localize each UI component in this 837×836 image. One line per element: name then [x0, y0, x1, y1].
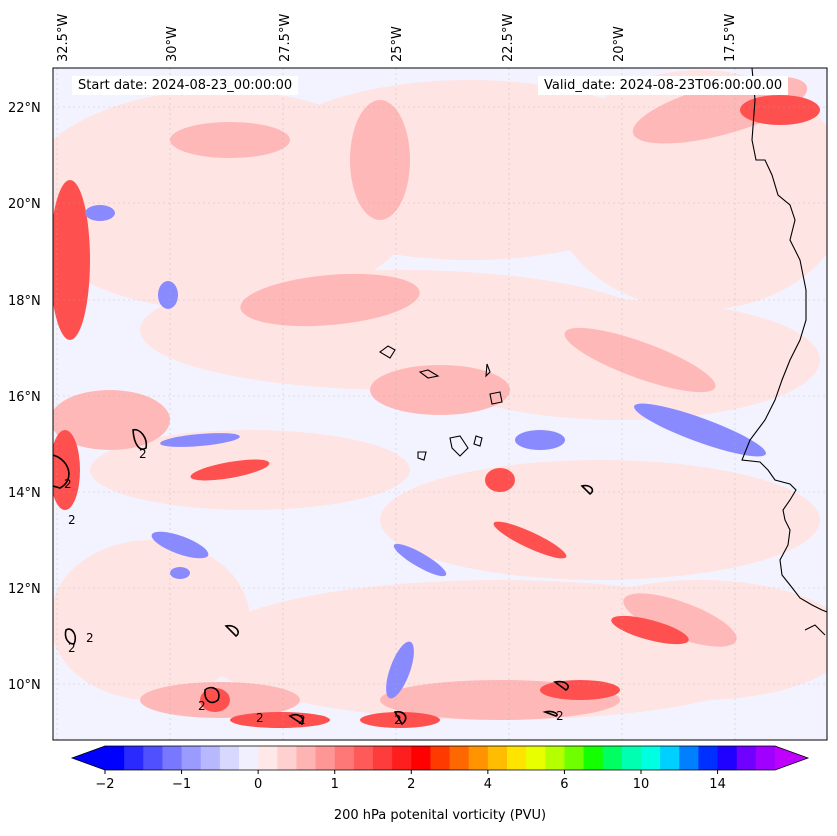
contour-label: 2 [68, 641, 76, 655]
map-plot-area: 2 2 2 2 2 2 2 2 2 2 [53, 68, 827, 740]
colorbar-swatch [507, 746, 527, 770]
lat-label-18n: 18°N [8, 294, 41, 309]
colorbar-swatch [258, 746, 278, 770]
start-date-label: Start date: 2024-08-23_00:00:00 [72, 76, 299, 95]
colorbar-swatch [392, 746, 412, 770]
colorbar-title: 200 hPa potenital vorticity (PVU) [333, 808, 547, 823]
colorbar-swatch [736, 746, 757, 770]
lat-label-12n: 12°N [8, 582, 41, 597]
colorbar-swatch [679, 746, 699, 770]
lon-label-30w: 30°W [165, 26, 180, 62]
contour-label: 2 [556, 709, 564, 723]
colorbar-swatch [373, 746, 393, 770]
colorbar-swatch [660, 746, 680, 770]
contour-label: 2 [394, 713, 402, 727]
lat-label-20n: 20°N [8, 197, 41, 212]
colorbar-swatch [449, 746, 470, 770]
colorbar-tick-label: 14 [709, 777, 726, 792]
colorbar-swatch [564, 746, 585, 770]
contour-label: 2 [298, 713, 306, 727]
colorbar-swatch [487, 746, 508, 770]
colorbar-swatch [430, 746, 451, 770]
colorbar-swatch [717, 746, 738, 770]
colorbar-swatch [334, 746, 355, 770]
contour-label: 2 [256, 711, 264, 725]
colorbar-extend-high [775, 746, 808, 770]
colorbar-tick-label: −1 [172, 777, 191, 792]
colorbar-tick-label: 1 [331, 777, 339, 792]
colorbar-tick-label: 10 [633, 777, 650, 792]
colorbar-swatch [315, 746, 336, 770]
colorbar-swatch [181, 746, 202, 770]
lat-label-16n: 16°N [8, 390, 41, 405]
colorbar: −2 −1 0 1 2 4 6 10 14 [70, 745, 810, 792]
colorbar-swatch [239, 746, 259, 770]
contour-label: 2 [86, 631, 94, 645]
colorbar-swatch [162, 746, 183, 770]
colorbar-swatch [526, 746, 546, 770]
contour-labels: 2 2 2 2 2 2 2 2 2 2 [64, 447, 564, 727]
colorbar-swatch [411, 746, 431, 770]
colorbar-swatch [143, 746, 163, 770]
lon-label-17-5w: 17.5°W [723, 14, 738, 62]
colorbar-tick-label: 2 [407, 777, 415, 792]
lon-label-22-5w: 22.5°W [501, 14, 516, 62]
colorbar-swatch [468, 746, 489, 770]
contour-label: 2 [139, 447, 147, 461]
colorbar-tick-label: 4 [484, 777, 492, 792]
colorbar-swatch [200, 746, 221, 770]
colorbar-extend-low [72, 746, 105, 770]
lat-label-14n: 14°N [8, 486, 41, 501]
lon-label-25w: 25°W [390, 26, 405, 62]
pv-2-contours [53, 428, 594, 726]
cape-verde-islands [379, 345, 503, 461]
map-frame [52, 67, 828, 741]
latitude-labels: 22°N 20°N 18°N 16°N 14°N 12°N 10°N [8, 101, 41, 693]
contour-label: 2 [64, 477, 72, 491]
colorbar-swatch [641, 746, 661, 770]
contour-label: 2 [198, 699, 206, 713]
colorbar-tick-label: 0 [254, 777, 262, 792]
colorbar-swatch [105, 746, 125, 770]
colorbar-swatch [353, 746, 374, 770]
colorbar-swatch [698, 746, 719, 770]
map-gridlines [53, 68, 827, 740]
colorbar-swatch [124, 746, 144, 770]
colorbar-swatch [755, 746, 776, 770]
colorbar-swatch [602, 746, 623, 770]
pv-field-strong [53, 95, 820, 728]
colorbar-tick-label: 6 [560, 777, 568, 792]
lat-label-22n: 22°N [8, 101, 41, 116]
longitude-labels: 32.5°W 30°W 27.5°W 25°W 22.5°W 20°W 17.5… [56, 14, 738, 62]
lon-label-32-5w: 32.5°W [56, 14, 71, 62]
colorbar-swatch [545, 746, 565, 770]
coastline-africa [741, 68, 827, 636]
colorbar-swatch [277, 746, 297, 770]
colorbar-swatch [219, 746, 240, 770]
colorbar-tick-label: −2 [95, 777, 114, 792]
lon-label-20w: 20°W [612, 26, 627, 62]
colorbar-swatch [296, 746, 317, 770]
lat-label-10n: 10°N [8, 678, 41, 693]
colorbar-swatch [583, 746, 604, 770]
colorbar-swatch [621, 746, 642, 770]
contour-label: 2 [68, 513, 76, 527]
lon-label-27-5w: 27.5°W [278, 14, 293, 62]
valid-date-label: Valid_date: 2024-08-23T06:00:00.00 [538, 76, 789, 95]
